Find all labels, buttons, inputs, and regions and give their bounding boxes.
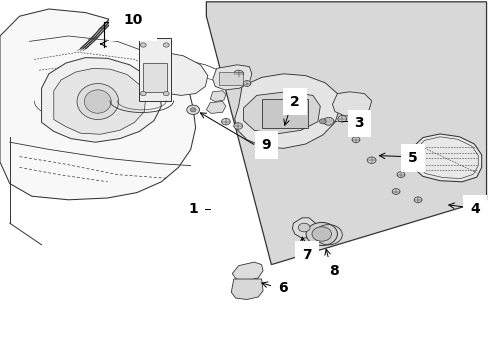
Circle shape [337,116,346,122]
Circle shape [186,105,199,114]
Polygon shape [54,68,145,134]
Text: 9: 9 [261,138,271,152]
Circle shape [351,137,359,143]
Circle shape [233,123,242,129]
Circle shape [140,43,146,47]
Bar [219,72,242,85]
Circle shape [298,223,309,232]
Text: 10: 10 [123,13,142,27]
Circle shape [233,70,243,77]
Text: 3: 3 [354,117,364,130]
Circle shape [323,117,333,125]
Circle shape [140,91,146,96]
Circle shape [396,172,404,177]
Polygon shape [206,2,486,265]
Text: 4: 4 [469,202,479,216]
Circle shape [413,197,421,203]
Polygon shape [232,262,263,281]
Polygon shape [212,65,251,90]
Text: 2: 2 [289,95,299,108]
Polygon shape [210,91,225,102]
Polygon shape [234,74,339,148]
Circle shape [163,91,169,96]
Circle shape [305,222,337,246]
Polygon shape [163,52,207,95]
Ellipse shape [77,84,119,120]
Polygon shape [206,102,225,113]
Polygon shape [292,218,316,238]
Polygon shape [243,92,320,134]
Circle shape [243,81,250,86]
Circle shape [163,43,169,47]
Circle shape [311,227,331,241]
Ellipse shape [84,90,111,113]
Polygon shape [231,279,263,300]
Circle shape [221,118,230,125]
Circle shape [190,108,196,112]
Polygon shape [41,58,161,142]
Bar [261,99,307,128]
Text: 5: 5 [407,151,417,165]
Polygon shape [332,92,371,116]
Bar [143,63,167,92]
Polygon shape [411,134,481,182]
Text: 7: 7 [302,248,311,261]
Circle shape [391,189,399,194]
Text: 6: 6 [277,281,287,295]
Text: 1: 1 [188,202,198,216]
Text: 8: 8 [328,264,338,278]
Circle shape [366,157,375,163]
Bar [139,38,171,101]
Circle shape [319,119,325,124]
Polygon shape [0,9,195,200]
